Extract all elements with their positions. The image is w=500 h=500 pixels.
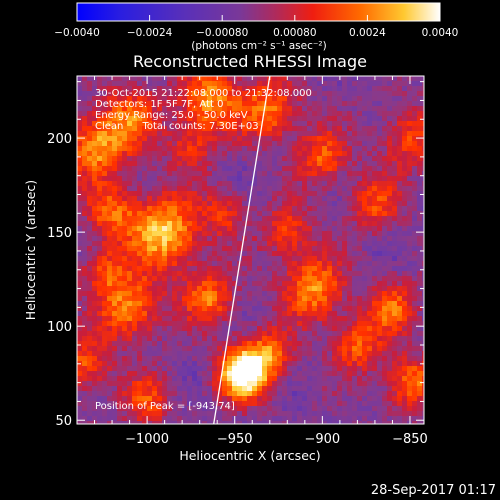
solar-limb-line <box>213 76 271 424</box>
colorbar-units-label: (photons cm⁻² s⁻¹ asec⁻²) <box>191 40 326 52</box>
annotation-counts: Clean Total counts: 7.30E+03 <box>95 121 259 132</box>
x-axis-label: Heliocentric X (arcsec) <box>179 448 320 463</box>
observation-info: 30-Oct-2015 21:22:08.000 to 21:32:08.000… <box>95 88 312 412</box>
y-tick-label: 50 <box>55 414 72 429</box>
colorbar-ticks: −0.0040 −0.0024 −0.00080 0.00080 0.0024 0.004… <box>54 15 458 39</box>
y-axis-label: Heliocentric Y (arcsec) <box>23 180 38 320</box>
plot-frame <box>76 75 425 425</box>
colorbar-tick-label: −0.00080 <box>196 27 248 39</box>
colorbar-tick-label: 0.0040 <box>422 27 459 39</box>
footer-timestamp: 28-Sep-2017 01:17 <box>371 483 496 498</box>
colorbar: −0.0040 −0.0024 −0.00080 0.00080 0.0024 0.004… <box>54 2 458 52</box>
x-tick-label: −1000 <box>125 432 169 447</box>
heatmap-image <box>77 76 424 424</box>
y-axis-ticks: 50 100 150 200 <box>47 81 424 429</box>
y-tick-label: 150 <box>47 226 72 241</box>
chart-title: Reconstructed RHESSI Image <box>133 52 367 71</box>
x-axis-ticks: −1000 −950 −900 −850 <box>94 76 428 447</box>
x-tick-label: −950 <box>217 432 253 447</box>
x-tick-label: −850 <box>392 432 428 447</box>
annotation-energy-range: Energy Range: 25.0 - 50.0 keV <box>95 110 248 121</box>
peak-position-label: Position of Peak = [-943,74] <box>95 401 235 412</box>
annotation-detectors: Detectors: 1F 5F 7F, Att 0 <box>95 99 223 110</box>
colorbar-tick-label: −0.0040 <box>54 27 100 39</box>
annotation-time-range: 30-Oct-2015 21:22:08.000 to 21:32:08.000 <box>95 88 312 99</box>
colorbar-tick-label: 0.0024 <box>349 27 386 39</box>
colorbar-gradient <box>76 2 441 22</box>
colorbar-tick-label: −0.0024 <box>127 27 173 39</box>
x-tick-label: −900 <box>304 432 340 447</box>
colorbar-tick-label: 0.00080 <box>273 27 316 39</box>
y-tick-label: 200 <box>47 132 72 147</box>
y-tick-label: 100 <box>47 320 72 335</box>
